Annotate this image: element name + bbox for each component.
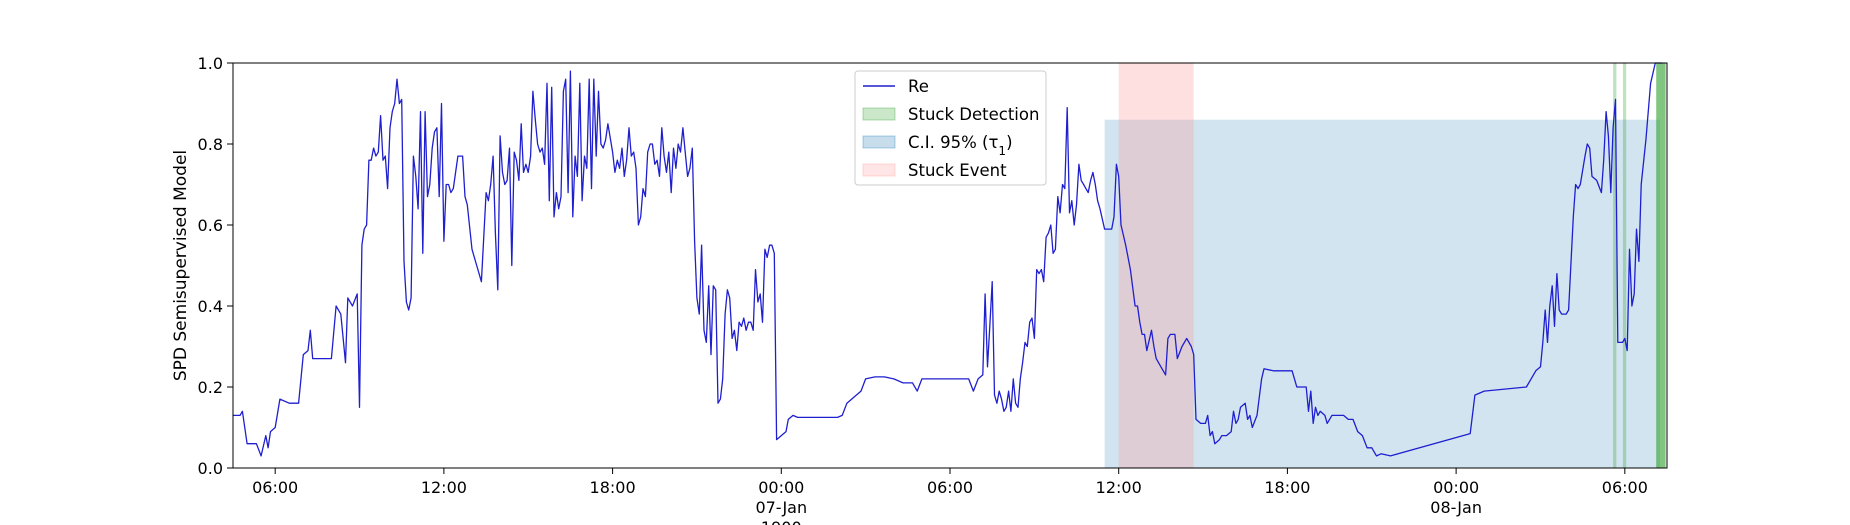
y-tick-label: 0.0 <box>198 459 223 478</box>
y-axis-label: SPD Semisupervised Model <box>171 150 191 381</box>
y-tick-label: 1.0 <box>198 54 223 73</box>
y-tick-label: 0.2 <box>198 378 223 397</box>
legend-box <box>854 70 1047 186</box>
y-axis: 0.0 0.2 0.4 0.6 0.8 1.0 <box>198 54 233 478</box>
stuck-detection-region <box>1656 63 1666 468</box>
x-tick-label: 12:00 <box>421 478 467 497</box>
y-tick-label: 0.8 <box>198 135 223 154</box>
x-tick-year-label: 1900 <box>761 518 802 525</box>
legend-label: Re <box>908 77 929 96</box>
x-tick-label: 18:00 <box>590 478 636 497</box>
stuck-event-region <box>1118 63 1194 468</box>
y-tick-label: 0.6 <box>198 216 223 235</box>
x-tick-label: 06:00 <box>1602 478 1648 497</box>
legend-patch-swatch <box>862 135 896 149</box>
legend-label: Stuck Event <box>908 161 1007 180</box>
x-tick-date-label: 07-Jan <box>755 498 807 517</box>
legend-patch-swatch <box>862 107 896 121</box>
legend-label: Stuck Detection <box>908 105 1039 124</box>
x-tick-label: 06:00 <box>252 478 298 497</box>
x-tick-label: 18:00 <box>1264 478 1310 497</box>
x-tick-label: 12:00 <box>1096 478 1142 497</box>
x-axis: 06:0012:0018:0000:0007-Jan190006:0012:00… <box>252 468 1648 525</box>
series-line-re <box>233 62 1663 457</box>
series-layer <box>233 62 1663 457</box>
x-tick-label: 00:00 <box>1433 478 1479 497</box>
legend-patch-swatch <box>862 163 896 177</box>
ci95-region <box>1104 119 1660 468</box>
y-tick-label: 0.4 <box>198 297 223 316</box>
shaded-regions <box>1104 63 1666 468</box>
stuck-detection-region <box>1622 63 1627 468</box>
x-tick-label: 00:00 <box>758 478 804 497</box>
x-tick-label: 06:00 <box>927 478 973 497</box>
x-tick-date-label: 08-Jan <box>1430 498 1482 517</box>
stuck-detection-region <box>1613 63 1617 468</box>
